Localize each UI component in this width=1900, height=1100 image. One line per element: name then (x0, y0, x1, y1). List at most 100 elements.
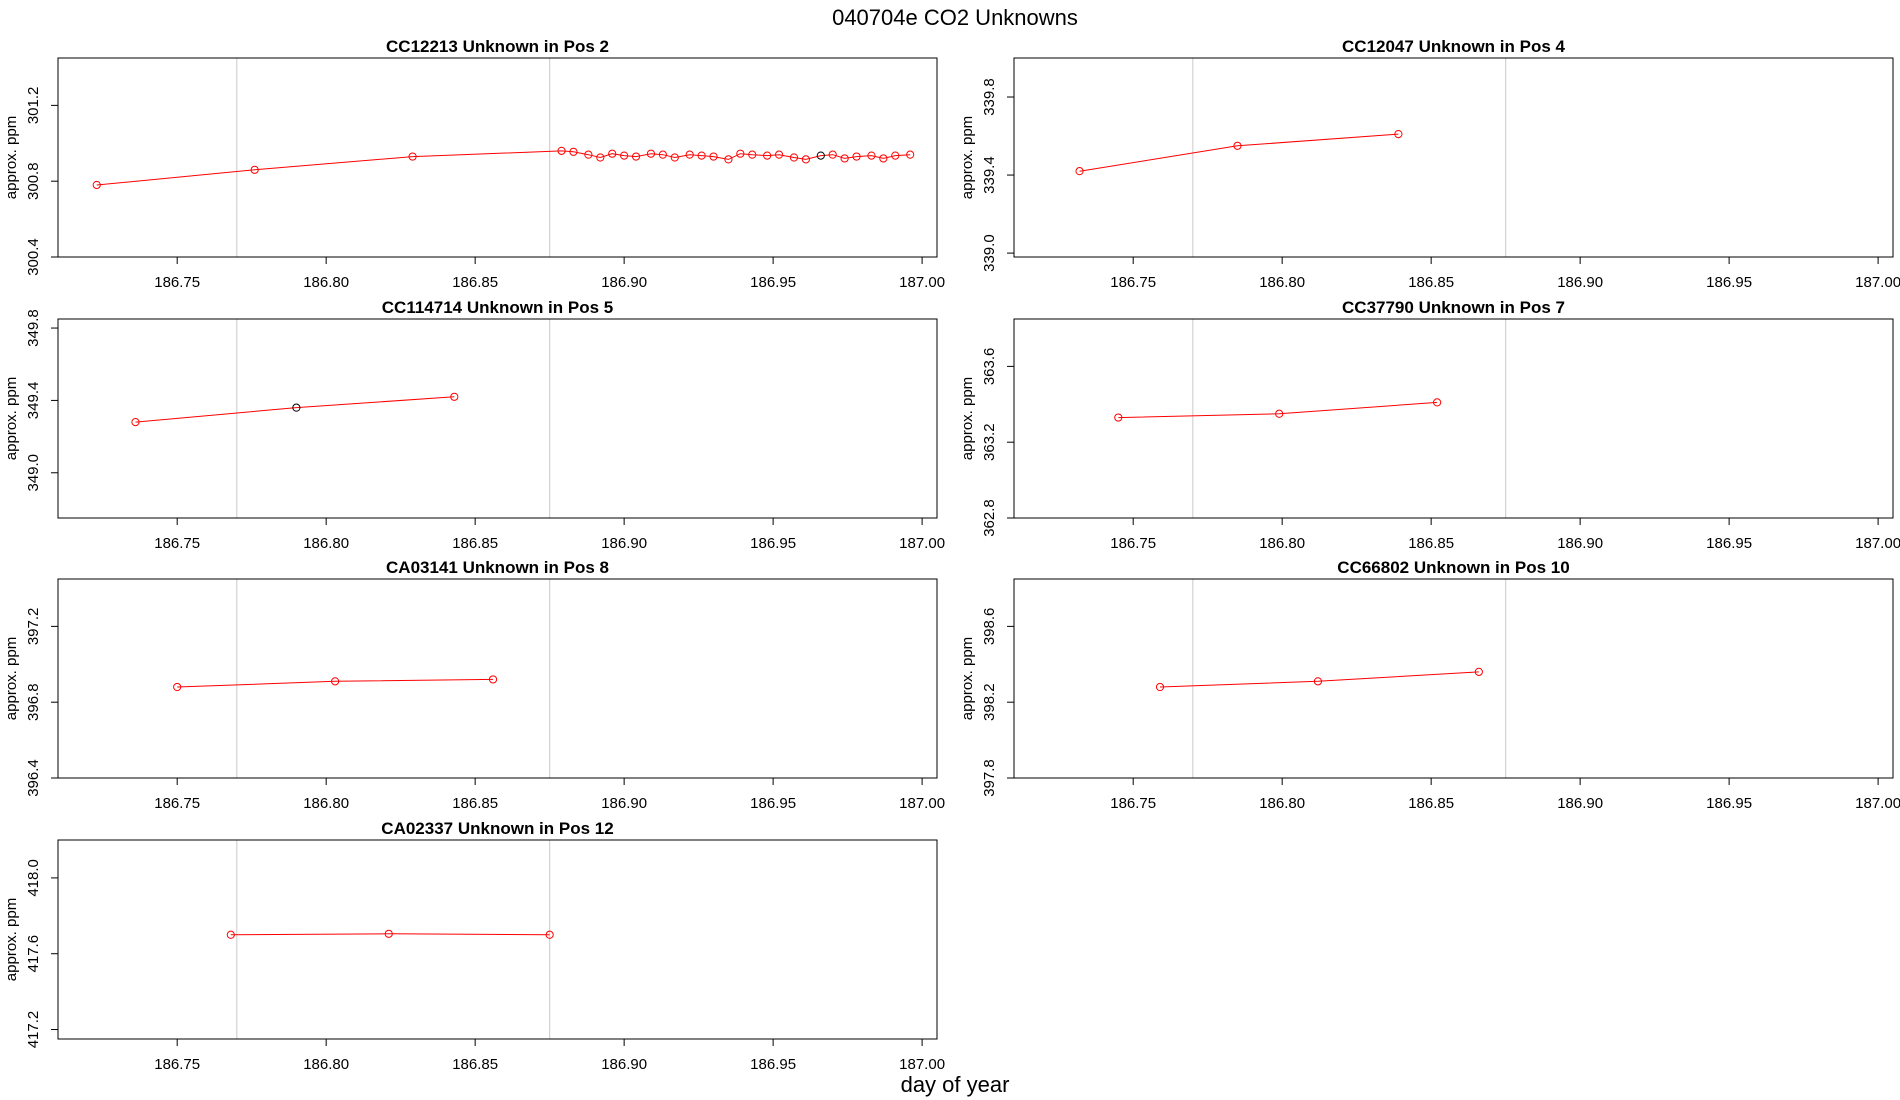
chart-1-point-15 (697, 151, 706, 160)
chart-2-x-tick-label-5: 186.95 (1706, 274, 1752, 291)
chart-1-x-tick-label-6: 187.00 (899, 274, 945, 291)
chart-6-point-1 (1155, 682, 1165, 692)
chart-1-point-28 (867, 151, 876, 160)
chart-1-x-tick-label-4: 186.90 (601, 274, 647, 291)
chart-1-point-8 (608, 149, 617, 158)
chart-3-point-3 (450, 392, 459, 401)
chart-4-point-3 (1433, 398, 1442, 407)
chart-7-point-2 (384, 929, 393, 938)
chart-1-point-31 (906, 150, 915, 159)
chart-7-plot-frame (57, 839, 938, 1040)
chart-2-plot-frame (1013, 57, 1894, 258)
chart-2-x-tick-label-2: 186.80 (1259, 274, 1305, 291)
chart-3-y-axis-label: approx. ppm (3, 377, 20, 460)
chart-2-x-tick-label-4: 186.90 (1557, 274, 1603, 291)
chart-6-plot-frame (1013, 578, 1894, 779)
chart-5-x-tick-label-3: 186.85 (452, 795, 498, 812)
chart-1-point-23 (801, 155, 810, 164)
chart-7-point-3 (545, 930, 554, 939)
chart-4-series-line (1118, 401, 1438, 419)
chart-1-y-tick-label-1: 300.4 (25, 238, 42, 276)
chart-3-y-tick-label-2: 349.4 (25, 382, 42, 420)
chart-4-x-tick-label-3: 186.85 (1408, 535, 1454, 552)
chart-4-x-tick-label-5: 186.95 (1706, 535, 1752, 552)
chart-5-x-tick-label-1: 186.75 (154, 795, 200, 812)
chart-6-x-tick-label-5: 186.95 (1706, 795, 1752, 812)
chart-1-point-1 (92, 180, 101, 190)
chart-1-point-26 (840, 154, 849, 163)
chart-6-series-line (1159, 671, 1479, 688)
chart-1-point-27 (852, 152, 861, 161)
chart-1-point-4 (557, 146, 566, 155)
chart-1-point-19 (748, 150, 757, 159)
chart-5-x-tick-label-6: 187.00 (899, 795, 945, 812)
chart-6-x-tick-label-4: 186.90 (1557, 795, 1603, 812)
chart-2-point-2 (1233, 141, 1242, 150)
chart-3-point-2 (292, 403, 301, 412)
chart-7-y-axis-label: approx. ppm (3, 898, 20, 981)
chart-4-x-tick-label-2: 186.80 (1259, 535, 1305, 552)
chart-2-series-line (1079, 133, 1399, 172)
chart-3-x-tick-label-4: 186.90 (601, 535, 647, 552)
chart-1-point-20 (763, 151, 772, 160)
chart-1-point-11 (646, 149, 656, 158)
chart-4-panel: CC37790 Unknown in Pos 7 approx. ppm 186.7… (959, 298, 1900, 552)
chart-7-panel: CA02337 Unknown in Pos 12 approx. ppm 186.… (3, 819, 945, 1073)
chart-3-panel: CC114714 Unknown in Pos 5 approx. ppm 186.… (3, 298, 945, 552)
chart-2-panel: CC12047 Unknown in Pos 4 approx. ppm 186.7… (959, 37, 1900, 291)
chart-1-point-24 (816, 151, 825, 160)
chart-1-y-axis-label: approx. ppm (3, 116, 20, 199)
chart-2-title: CC12047 Unknown in Pos 4 (1342, 37, 1565, 56)
chart-7-x-tick-label-4: 186.90 (601, 1056, 647, 1073)
chart-5-y-tick-label-3: 397.2 (25, 608, 42, 646)
chart-4-plot-frame (1013, 318, 1894, 519)
chart-1-point-7 (596, 153, 605, 162)
chart-6-title: CC66802 Unknown in Pos 10 (1337, 558, 1569, 577)
chart-1-point-21 (774, 150, 784, 159)
chart-7-x-tick-label-6: 187.00 (899, 1056, 945, 1073)
chart-4-y-tick-label-2: 363.2 (981, 423, 998, 461)
chart-4-y-tick-label-1: 362.8 (981, 499, 998, 537)
chart-x-axis-label: day of year (901, 1072, 1010, 1097)
chart-3-plot-frame (57, 318, 938, 519)
chart-7-x-tick-label-2: 186.80 (303, 1056, 349, 1073)
chart-2-y-tick-label-1: 339.0 (981, 234, 998, 272)
chart-5-point-2 (331, 677, 340, 686)
chart-5-point-1 (173, 682, 182, 692)
chart-5-series-line (177, 678, 494, 688)
chart-6-x-tick-label-3: 186.85 (1408, 795, 1454, 812)
chart-6-y-axis-label: approx. ppm (959, 637, 976, 720)
chart-2-y-axis-label: approx. ppm (959, 116, 976, 199)
chart-2-y-tick-label-2: 339.4 (981, 156, 998, 194)
chart-3-point-1 (131, 418, 140, 427)
chart-7-x-tick-label-3: 186.85 (452, 1056, 498, 1073)
chart-4-y-axis-label: approx. ppm (959, 377, 976, 460)
chart-3-x-tick-label-6: 187.00 (899, 535, 945, 552)
chart-7-point-1 (226, 930, 235, 939)
chart-6-x-tick-label-2: 186.80 (1259, 795, 1305, 812)
chart-5-y-axis-label: approx. ppm (3, 637, 20, 720)
chart-1-point-22 (789, 153, 799, 162)
chart-3-series-line (135, 396, 455, 423)
chart-1-series-line (96, 150, 911, 186)
chart-7-y-tick-label-2: 417.6 (25, 935, 42, 973)
chart-2-point-1 (1075, 167, 1084, 176)
chart-1-point-13 (670, 153, 679, 162)
chart-1-point-25 (828, 150, 837, 159)
chart-6-panel: CC66802 Unknown in Pos 10 approx. ppm 186.… (959, 558, 1900, 812)
chart-7-y-tick-label-3: 418.0 (25, 859, 42, 897)
chart-5-x-tick-label-2: 186.80 (303, 795, 349, 812)
chart-5-plot-frame (57, 578, 938, 779)
chart-3-y-tick-label-1: 349.0 (25, 454, 42, 492)
chart-2-x-tick-label-6: 187.00 (1855, 274, 1900, 291)
chart-1-plot-frame (57, 57, 938, 258)
chart-4-point-1 (1114, 413, 1123, 422)
chart-1-point-6 (584, 150, 593, 159)
chart-1-point-16 (709, 152, 718, 161)
chart-7-series-line (230, 933, 550, 936)
chart-3-y-tick-label-3: 349.8 (25, 309, 42, 347)
chart-4-title: CC37790 Unknown in Pos 7 (1342, 298, 1565, 317)
chart-1-y-tick-label-3: 301.2 (25, 87, 42, 125)
chart-1-point-18 (736, 149, 745, 158)
chart-4-x-tick-label-1: 186.75 (1110, 535, 1156, 552)
